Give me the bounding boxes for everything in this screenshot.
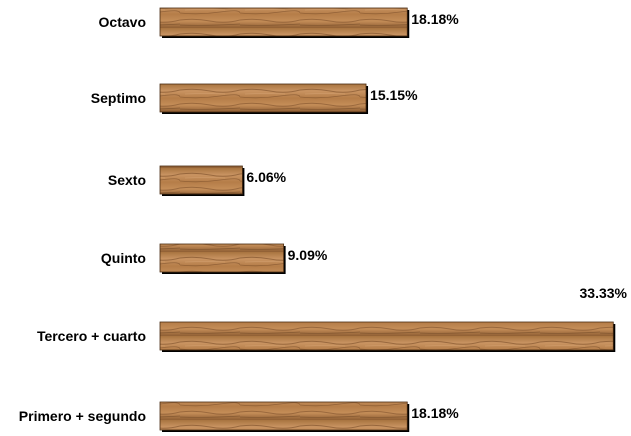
- category-label: Septimo: [91, 90, 146, 106]
- bar: [159, 401, 408, 431]
- bar-group: Septimo 15.15%: [91, 83, 418, 114]
- bar: [159, 83, 367, 113]
- bars-layer: Octavo 18.18% Septimo 15.15% Sexto 6.06% Quint…: [19, 7, 628, 432]
- bar: [159, 165, 243, 195]
- value-label: 33.33%: [580, 285, 628, 301]
- value-label: 6.06%: [246, 169, 286, 185]
- bar-group: Primero + segundo 18.18%: [19, 401, 459, 432]
- bar-group: Quinto 9.09%: [101, 243, 328, 274]
- bar-group: Sexto 6.06%: [108, 165, 287, 196]
- bar-group: Tercero + cuarto 33.33%: [37, 285, 628, 352]
- value-label: 18.18%: [411, 11, 459, 27]
- bar: [159, 321, 614, 351]
- category-label: Sexto: [108, 172, 146, 188]
- value-label: 15.15%: [370, 87, 418, 103]
- category-label: Primero + segundo: [19, 408, 146, 424]
- value-label: 9.09%: [288, 247, 328, 263]
- bar-group: Octavo 18.18%: [99, 7, 459, 38]
- category-label: Quinto: [101, 250, 146, 266]
- bar: [159, 7, 408, 37]
- category-label: Octavo: [99, 14, 146, 30]
- bar: [159, 243, 285, 273]
- value-label: 18.18%: [411, 405, 459, 421]
- category-label: Tercero + cuarto: [37, 328, 146, 344]
